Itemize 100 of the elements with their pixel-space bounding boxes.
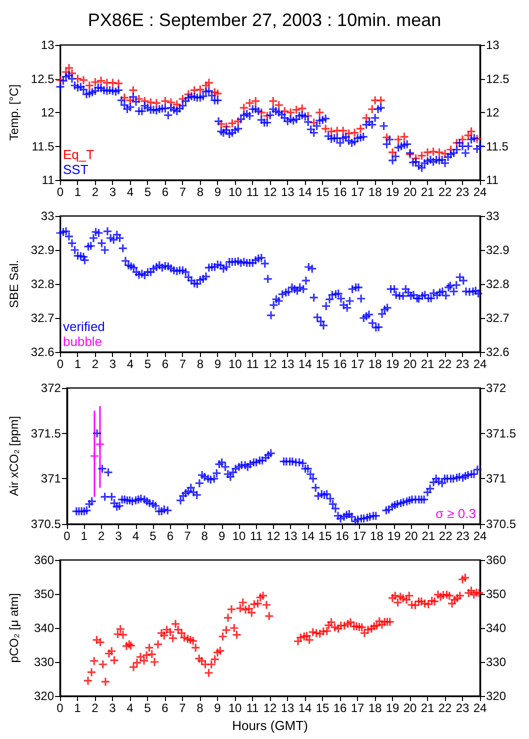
y-tick-label: 32.9: [30, 243, 55, 257]
x-tick-label: 4: [126, 357, 134, 371]
x-tick-label: 9: [214, 185, 222, 199]
x-tick-label: 18: [368, 357, 382, 371]
y-tick-label: 33: [40, 209, 55, 223]
x-tick-label: 14: [298, 185, 312, 199]
x-tick-label: 8: [201, 529, 208, 543]
x-tick-label: 7: [179, 357, 186, 371]
x-tick-label: 9: [214, 701, 222, 715]
x-tick-label: 8: [196, 185, 204, 199]
y2-tick-label: 13: [486, 38, 500, 52]
x-tick-label: 4: [132, 529, 140, 543]
x-tick-label: 23: [456, 529, 470, 543]
x-tick-label: 22: [438, 529, 453, 543]
text: Eq_T: [63, 147, 94, 162]
y-tick-label: 13: [40, 38, 55, 52]
y-tick-label: 32.6: [30, 345, 55, 359]
x-tick-label: 2: [92, 357, 99, 371]
x-tick-label: 13: [280, 185, 295, 199]
x-tick-label: 8: [196, 701, 204, 715]
y2-tick-label: 12.5: [486, 72, 510, 86]
x-tick-label: 9: [214, 357, 222, 371]
x-tick-label: 19: [387, 529, 401, 543]
x-tick-label: 19: [386, 185, 400, 199]
y-tick-label: 11: [42, 173, 55, 187]
y-axis-title: SBE Sal.: [7, 260, 21, 308]
y2-tick-label: 11: [486, 173, 499, 187]
x-tick-label: 14: [301, 529, 315, 543]
x-tick-label: 0: [64, 529, 71, 543]
x-tick-label: 10: [228, 701, 242, 715]
x-tick-label: 6: [166, 529, 174, 543]
x-tick-label: 22: [438, 185, 452, 199]
x-tick-label: 15: [316, 357, 330, 371]
y2-tick-label: 12: [486, 106, 500, 120]
x-tick-label: 1: [74, 357, 82, 371]
x-tick-label: 11: [250, 529, 263, 543]
x-tick-label: 22: [438, 701, 452, 715]
x-tick-label: 3: [109, 357, 116, 371]
x-tick-label: 16: [336, 529, 350, 543]
x-tick-label: 2: [92, 185, 99, 199]
x-tick-label: 6: [162, 357, 169, 371]
y-tick-label: 330: [34, 655, 54, 669]
x-tick-label: 17: [352, 529, 367, 543]
x-tick-label: 0: [56, 701, 64, 715]
y2-tick-label: 320: [486, 689, 506, 703]
chart-title: PX86E : September 27, 2003 : 10min. mean: [88, 10, 442, 30]
text: SST: [63, 162, 88, 177]
y-tick-label: 371: [40, 472, 62, 486]
y-axis-title: pCO₂ [μ atm]: [7, 593, 21, 663]
legend-label: bubble: [63, 334, 102, 349]
y-tick-label: 12.5: [30, 72, 55, 86]
x-tick-label: 24: [473, 701, 487, 715]
y-tick-label: 371.5: [30, 426, 62, 440]
x-tick-label: 22: [438, 357, 452, 371]
x-tick-label: 24: [473, 529, 487, 543]
y2-tick-label: 371.5: [486, 426, 516, 440]
x-tick-label: 13: [280, 357, 295, 371]
x-tick-label: 21: [420, 185, 435, 199]
x-axis-title: Hours (GMT): [232, 718, 308, 733]
x-tick-label: 19: [386, 357, 400, 371]
x-tick-label: 23: [456, 701, 470, 715]
x-tick-label: 5: [144, 357, 152, 371]
y2-tick-label: 350: [486, 587, 506, 601]
x-tick-label: 1: [80, 529, 88, 543]
y2-tick-label: 330: [486, 655, 506, 669]
x-tick-label: 0: [56, 357, 64, 371]
y2-tick-label: 33: [486, 209, 500, 223]
x-tick-label: 7: [179, 701, 186, 715]
y-tick-label: 372: [40, 381, 62, 395]
y2-tick-label: 32.9: [486, 243, 510, 257]
x-tick-label: 23: [456, 357, 470, 371]
x-tick-label: 11: [246, 185, 260, 199]
x-tick-label: 24: [473, 185, 487, 199]
y-tick-label: 370.5: [30, 517, 62, 531]
x-tick-label: 10: [232, 529, 246, 543]
y-tick-label: 11.5: [32, 139, 55, 154]
y-tick-label: 360: [34, 553, 54, 567]
x-tick-label: 17: [350, 357, 365, 371]
x-tick-label: 15: [316, 701, 330, 715]
y-tick-label: 32.7: [30, 311, 55, 325]
x-tick-label: 20: [403, 357, 418, 371]
x-tick-label: 10: [228, 357, 242, 371]
x-tick-label: 11: [246, 357, 260, 371]
x-tick-label: 15: [318, 529, 332, 543]
y2-tick-label: 340: [486, 621, 506, 635]
x-tick-label: 20: [403, 185, 418, 199]
x-tick-label: 13: [284, 529, 298, 543]
x-tick-label: 3: [115, 529, 122, 543]
y-tick-label: 320: [34, 689, 54, 703]
x-tick-label: 5: [144, 701, 152, 715]
x-tick-label: 1: [74, 701, 82, 715]
y2-tick-label: 372: [486, 381, 506, 395]
x-tick-label: 18: [370, 529, 384, 543]
y2-tick-label: 370.5: [486, 517, 516, 531]
x-tick-label: 3: [109, 185, 116, 199]
x-tick-label: 5: [144, 185, 152, 199]
x-tick-label: 12: [266, 529, 280, 543]
y-tick-label: 12: [40, 106, 55, 120]
x-tick-label: 6: [162, 185, 169, 199]
x-tick-label: 14: [298, 701, 312, 715]
